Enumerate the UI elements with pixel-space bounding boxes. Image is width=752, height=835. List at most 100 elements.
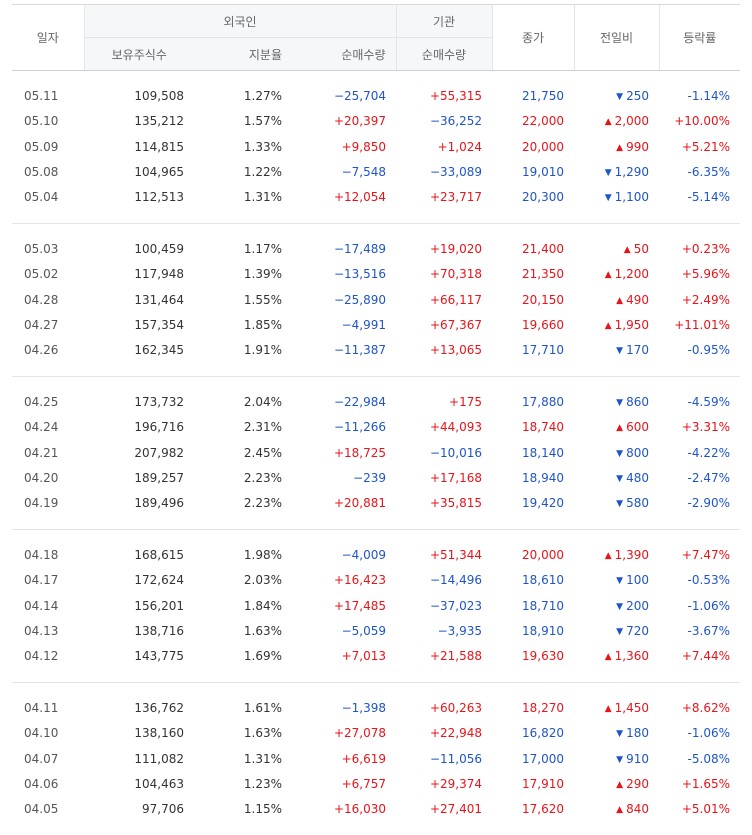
cell-date: 04.14 bbox=[24, 598, 59, 613]
cell-foreign-net: −4,991 bbox=[341, 318, 386, 333]
table-row: 05.08 104,965 1.22% −7,548 −33,089 19,010 ▼ 1,2… bbox=[12, 159, 740, 184]
cell-change: ▼ 200 bbox=[574, 593, 659, 618]
cell-holdings: 104,965 bbox=[134, 165, 184, 180]
cell-date: 04.11 bbox=[24, 701, 59, 716]
cell-institution-net: +70,318 bbox=[429, 267, 482, 282]
cell-holdings: 156,201 bbox=[134, 598, 184, 613]
cell-change-pct: -4.59% bbox=[687, 395, 730, 410]
cell-institution-net: −3,935 bbox=[437, 623, 482, 638]
cell-holdings: 114,815 bbox=[134, 139, 184, 154]
change-value: 290 bbox=[626, 776, 649, 791]
cell-institution-net: +23,717 bbox=[429, 190, 482, 205]
triangle-down-icon: ▼ bbox=[616, 754, 624, 765]
cell-holdings: 157,354 bbox=[134, 318, 184, 333]
triangle-up-icon: ▲ bbox=[604, 117, 612, 128]
cell-date: 04.13 bbox=[24, 623, 59, 638]
header-foreign: 외국인 bbox=[83, 4, 396, 38]
cell-ratio: 1.63% bbox=[243, 726, 282, 741]
cell-institution-net: +60,263 bbox=[429, 701, 482, 716]
triangle-up-icon: ▲ bbox=[623, 245, 631, 256]
cell-foreign-net: +7,013 bbox=[341, 649, 386, 664]
cell-ratio: 1.22% bbox=[243, 165, 282, 180]
cell-holdings: 136,762 bbox=[134, 701, 184, 716]
change-value: 180 bbox=[626, 726, 649, 741]
cell-institution-net: +175 bbox=[449, 395, 482, 410]
cell-foreign-net: −1,398 bbox=[341, 701, 386, 716]
cell-foreign-net: +20,397 bbox=[333, 114, 386, 129]
cell-change: ▼ 1,100 bbox=[574, 185, 659, 210]
cell-close: 18,140 bbox=[522, 445, 564, 460]
cell-change: ▲ 1,200 bbox=[574, 262, 659, 287]
triangle-down-icon: ▼ bbox=[616, 398, 624, 409]
cell-holdings: 207,982 bbox=[134, 445, 184, 460]
cell-holdings: 104,463 bbox=[134, 776, 184, 791]
cell-holdings: 189,257 bbox=[134, 471, 184, 485]
cell-holdings: 111,082 bbox=[134, 751, 184, 766]
triangle-up-icon: ▲ bbox=[604, 704, 612, 715]
cell-date: 04.20 bbox=[24, 471, 59, 485]
change-value: 860 bbox=[626, 395, 649, 410]
cell-date: 04.19 bbox=[24, 496, 59, 511]
change-value: 580 bbox=[626, 496, 649, 511]
cell-institution-net: +21,588 bbox=[429, 649, 482, 664]
cell-close: 20,150 bbox=[522, 292, 564, 307]
cell-change: ▲ 1,950 bbox=[574, 312, 659, 337]
table-row: 05.04 112,513 1.31% +12,054 +23,717 20,300 ▼ 1,… bbox=[12, 185, 740, 210]
change-value: 50 bbox=[633, 242, 649, 257]
cell-holdings: 100,459 bbox=[134, 242, 184, 257]
change-value: 1,100 bbox=[614, 190, 649, 205]
cell-close: 19,660 bbox=[522, 318, 564, 333]
cell-change: ▲ 2,000 bbox=[574, 109, 659, 134]
cell-close: 17,710 bbox=[522, 343, 564, 358]
triangle-down-icon: ▼ bbox=[616, 499, 624, 510]
cell-date: 04.18 bbox=[24, 548, 59, 563]
cell-institution-net: −37,023 bbox=[429, 598, 482, 613]
cell-change-pct: +5.01% bbox=[681, 802, 730, 817]
cell-change: ▲ 1,390 bbox=[574, 542, 659, 567]
cell-institution-net: −14,496 bbox=[429, 573, 482, 588]
cell-date: 04.17 bbox=[24, 573, 59, 588]
cell-foreign-net: +16,423 bbox=[333, 573, 386, 588]
cell-institution-net: +66,117 bbox=[429, 292, 482, 307]
cell-ratio: 1.57% bbox=[243, 114, 282, 129]
cell-institution-net: +27,401 bbox=[429, 802, 482, 817]
cell-change: ▼ 1,290 bbox=[574, 159, 659, 184]
trading-table: 일자 외국인 기관 종가 전일비 등락률 보유주식수 지분율 순매수량 순매수량… bbox=[12, 4, 740, 835]
cell-date: 05.04 bbox=[24, 190, 59, 205]
cell-ratio: 1.98% bbox=[243, 548, 282, 563]
cell-change-pct: +5.96% bbox=[681, 267, 730, 282]
cell-holdings: 162,345 bbox=[134, 343, 184, 358]
cell-institution-net: −11,056 bbox=[429, 751, 482, 766]
cell-ratio: 2.23% bbox=[243, 496, 282, 511]
cell-change: ▼ 580 bbox=[574, 491, 659, 516]
cell-change: ▲ 1,450 bbox=[574, 695, 659, 720]
cell-holdings: 196,716 bbox=[134, 420, 184, 435]
cell-foreign-net: +6,757 bbox=[341, 776, 386, 791]
triangle-down-icon: ▼ bbox=[616, 346, 624, 357]
cell-change-pct: +0.23% bbox=[681, 242, 730, 257]
table-row: 04.07 111,082 1.31% +6,619 −11,056 17,000 ▼ 910… bbox=[12, 746, 740, 771]
cell-ratio: 1.33% bbox=[243, 139, 282, 154]
cell-ratio: 2.03% bbox=[243, 573, 282, 588]
triangle-down-icon: ▼ bbox=[616, 601, 624, 612]
triangle-up-icon: ▲ bbox=[616, 423, 624, 434]
cell-change: ▼ 720 bbox=[574, 618, 659, 643]
cell-date: 05.08 bbox=[24, 165, 59, 180]
cell-foreign-net: −17,489 bbox=[333, 242, 386, 257]
investor-trading-table: 일자 외국인 기관 종가 전일비 등락률 보유주식수 지분율 순매수량 순매수량… bbox=[12, 4, 740, 835]
group-divider bbox=[12, 681, 740, 683]
cell-holdings: 168,615 bbox=[134, 548, 184, 563]
triangle-down-icon: ▼ bbox=[616, 448, 624, 459]
cell-change-pct: +7.47% bbox=[681, 548, 730, 563]
cell-ratio: 1.91% bbox=[243, 343, 282, 358]
table-body: 05.11 109,508 1.27% −25,704 +55,315 21,750 ▼ 25… bbox=[12, 71, 740, 835]
cell-change: ▲ 490 bbox=[574, 287, 659, 312]
cell-change-pct: +5.21% bbox=[681, 139, 730, 154]
table-row: 04.06 104,463 1.23% +6,757 +29,374 17,910 ▲ 290… bbox=[12, 771, 740, 796]
table-row: 04.18 168,615 1.98% −4,009 +51,344 20,000 ▲ 1,3… bbox=[12, 542, 740, 567]
cell-ratio: 1.31% bbox=[243, 190, 282, 205]
cell-foreign-net: −11,387 bbox=[333, 343, 386, 358]
cell-date: 04.12 bbox=[24, 649, 59, 664]
cell-change: ▼ 170 bbox=[574, 338, 659, 363]
cell-foreign-net: −25,704 bbox=[333, 89, 386, 104]
